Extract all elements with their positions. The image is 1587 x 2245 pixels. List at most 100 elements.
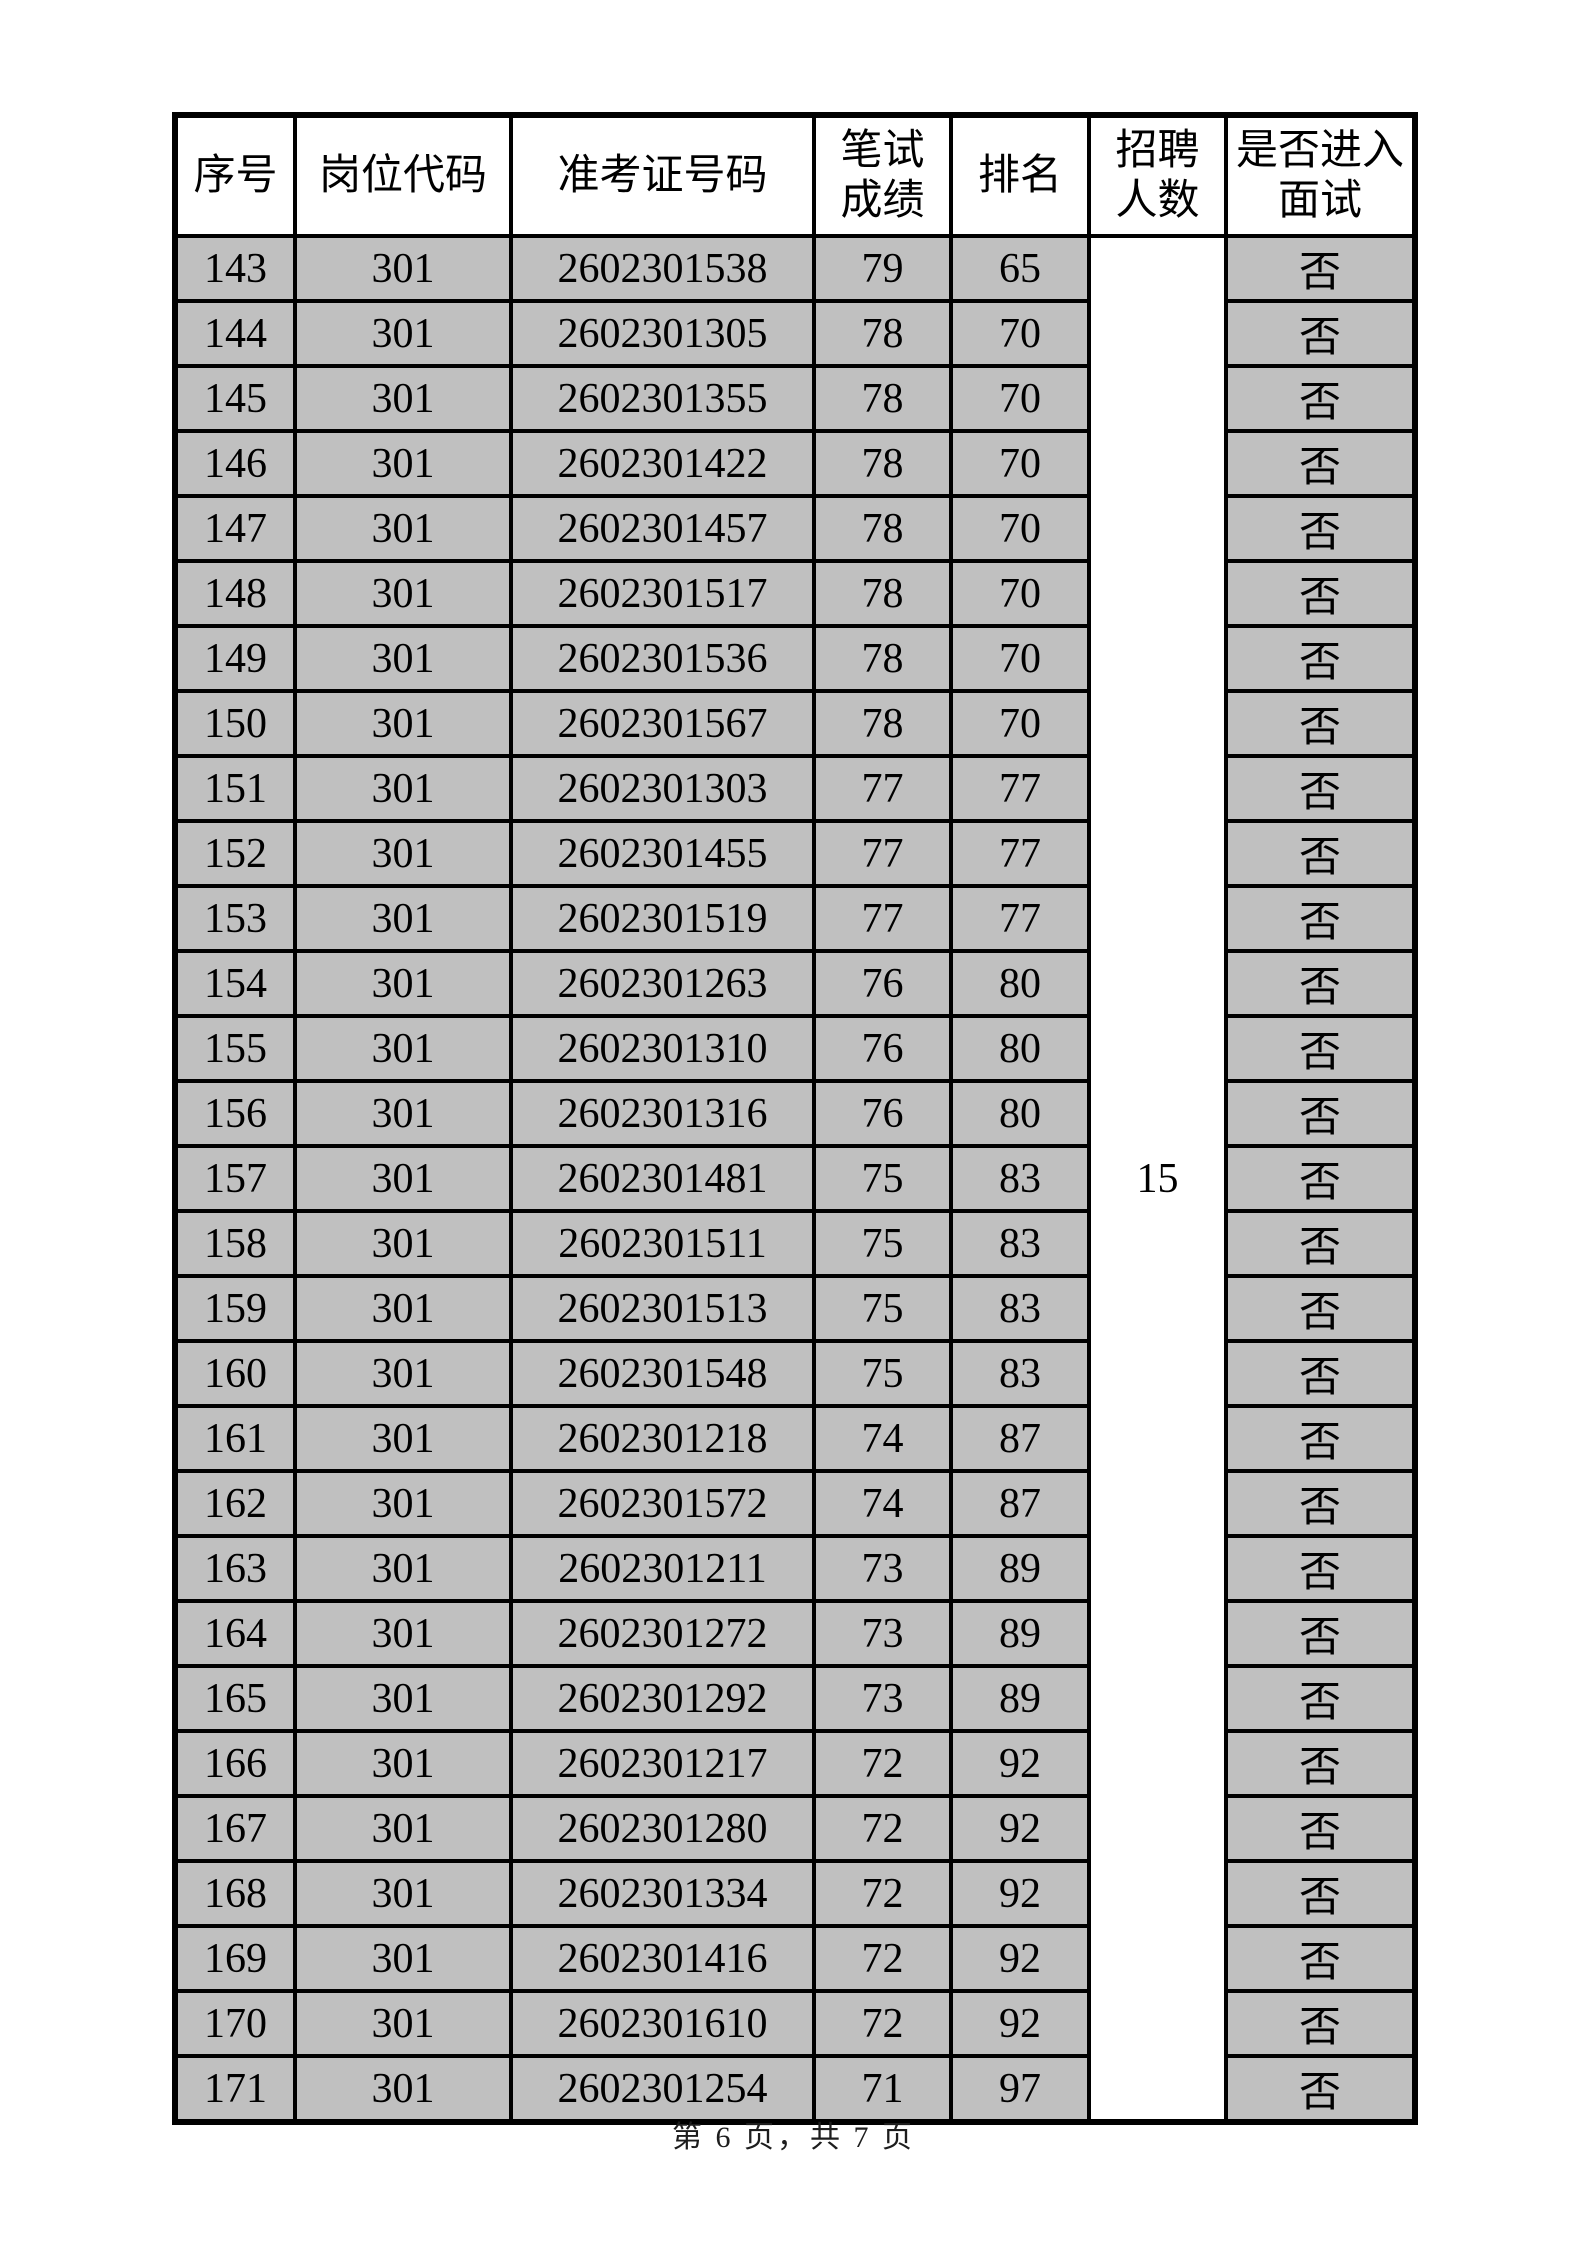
ticket-number-cell: 2602301303 (509, 754, 816, 823)
written-score-cell: 76 (812, 1079, 953, 1148)
written-score-cell: 72 (812, 1924, 953, 1993)
rank-cell: 70 (949, 364, 1091, 433)
table-row: 143 301 2602301538 79 65 15 否 (173, 234, 1417, 2124)
interview-cell: 否 (1224, 1924, 1417, 1993)
row-no-cell: 148 (173, 559, 297, 628)
interview-cell: 否 (1224, 624, 1417, 693)
ticket-number-cell: 2602301211 (509, 1534, 816, 1603)
rank-cell: 92 (949, 1924, 1091, 1993)
written-score-cell: 75 (812, 1274, 953, 1343)
ticket-number-cell: 2602301416 (509, 1924, 816, 1993)
table-row: 146 301 2602301422 78 70 否 (173, 429, 1417, 498)
ticket-number-cell: 2602301517 (509, 559, 816, 628)
written-score-cell: 79 (812, 234, 953, 303)
row-no-cell: 163 (173, 1534, 297, 1603)
position-code-cell: 301 (293, 949, 513, 1018)
ticket-number-cell: 2602301254 (509, 2054, 816, 2124)
rank-cell: 70 (949, 689, 1091, 758)
interview-cell: 否 (1224, 1664, 1417, 1733)
row-no-cell: 161 (173, 1404, 297, 1473)
table-row: 160 301 2602301548 75 83 否 (173, 1339, 1417, 1408)
header-rank: 排名 (949, 113, 1091, 238)
interview-cell: 否 (1224, 299, 1417, 368)
written-score-cell: 73 (812, 1599, 953, 1668)
position-code-cell: 301 (293, 819, 513, 888)
header-row: 序号 岗位代码 准考证号码 笔试 成绩 排名 招聘 人数 是否进入 面试 (173, 113, 1417, 238)
ticket-number-cell: 2602301567 (509, 689, 816, 758)
written-score-cell: 78 (812, 299, 953, 368)
ticket-number-cell: 2602301217 (509, 1729, 816, 1798)
written-score-cell: 75 (812, 1144, 953, 1213)
table-row: 144 301 2602301305 78 70 否 (173, 299, 1417, 368)
position-code-cell: 301 (293, 1859, 513, 1928)
position-code-cell: 301 (293, 1534, 513, 1603)
rank-cell: 83 (949, 1209, 1091, 1278)
ticket-number-cell: 2602301422 (509, 429, 816, 498)
written-score-cell: 72 (812, 1729, 953, 1798)
table-row: 155 301 2602301310 76 80 否 (173, 1014, 1417, 1083)
rank-cell: 70 (949, 494, 1091, 563)
rank-cell: 70 (949, 624, 1091, 693)
table-row: 169 301 2602301416 72 92 否 (173, 1924, 1417, 1993)
rank-cell: 70 (949, 429, 1091, 498)
position-code-cell: 301 (293, 624, 513, 693)
table-row: 165 301 2602301292 73 89 否 (173, 1664, 1417, 1733)
interview-cell: 否 (1224, 819, 1417, 888)
row-no-cell: 152 (173, 819, 297, 888)
ticket-number-cell: 2602301305 (509, 299, 816, 368)
table-row: 154 301 2602301263 76 80 否 (173, 949, 1417, 1018)
written-score-cell: 77 (812, 754, 953, 823)
row-no-cell: 156 (173, 1079, 297, 1148)
written-score-cell: 72 (812, 1989, 953, 2058)
table-row: 162 301 2602301572 74 87 否 (173, 1469, 1417, 1538)
interview-cell: 否 (1224, 884, 1417, 953)
table-row: 147 301 2602301457 78 70 否 (173, 494, 1417, 563)
interview-cell: 否 (1224, 1989, 1417, 2058)
interview-cell: 否 (1224, 1209, 1417, 1278)
interview-cell: 否 (1224, 429, 1417, 498)
ticket-number-cell: 2602301481 (509, 1144, 816, 1213)
rank-cell: 65 (949, 234, 1091, 303)
written-score-cell: 78 (812, 559, 953, 628)
table-row: 166 301 2602301217 72 92 否 (173, 1729, 1417, 1798)
row-no-cell: 160 (173, 1339, 297, 1408)
rank-cell: 80 (949, 949, 1091, 1018)
header-written-score: 笔试 成绩 (812, 113, 953, 238)
rank-cell: 70 (949, 559, 1091, 628)
position-code-cell: 301 (293, 689, 513, 758)
ticket-number-cell: 2602301519 (509, 884, 816, 953)
rank-cell: 89 (949, 1599, 1091, 1668)
row-no-cell: 167 (173, 1794, 297, 1863)
position-code-cell: 301 (293, 1144, 513, 1213)
row-no-cell: 147 (173, 494, 297, 563)
interview-cell: 否 (1224, 1599, 1417, 1668)
row-no-cell: 159 (173, 1274, 297, 1343)
written-score-cell: 72 (812, 1859, 953, 1928)
row-no-cell: 168 (173, 1859, 297, 1928)
written-score-cell: 72 (812, 1794, 953, 1863)
row-no-cell: 145 (173, 364, 297, 433)
position-code-cell: 301 (293, 1794, 513, 1863)
rank-cell: 83 (949, 1274, 1091, 1343)
interview-cell: 否 (1224, 1794, 1417, 1863)
written-score-cell: 78 (812, 689, 953, 758)
position-code-cell: 301 (293, 299, 513, 368)
position-code-cell: 301 (293, 1599, 513, 1668)
written-score-cell: 78 (812, 429, 953, 498)
rank-cell: 83 (949, 1144, 1091, 1213)
position-code-cell: 301 (293, 1079, 513, 1148)
row-no-cell: 171 (173, 2054, 297, 2124)
row-no-cell: 154 (173, 949, 297, 1018)
written-score-cell: 73 (812, 1664, 953, 1733)
ticket-number-cell: 2602301218 (509, 1404, 816, 1473)
interview-cell: 否 (1224, 2054, 1417, 2124)
rank-cell: 92 (949, 1989, 1091, 2058)
ticket-number-cell: 2602301572 (509, 1469, 816, 1538)
table-row: 158 301 2602301511 75 83 否 (173, 1209, 1417, 1278)
rank-cell: 92 (949, 1859, 1091, 1928)
row-no-cell: 143 (173, 234, 297, 303)
row-no-cell: 169 (173, 1924, 297, 1993)
written-score-cell: 74 (812, 1469, 953, 1538)
row-no-cell: 149 (173, 624, 297, 693)
rank-cell: 77 (949, 754, 1091, 823)
